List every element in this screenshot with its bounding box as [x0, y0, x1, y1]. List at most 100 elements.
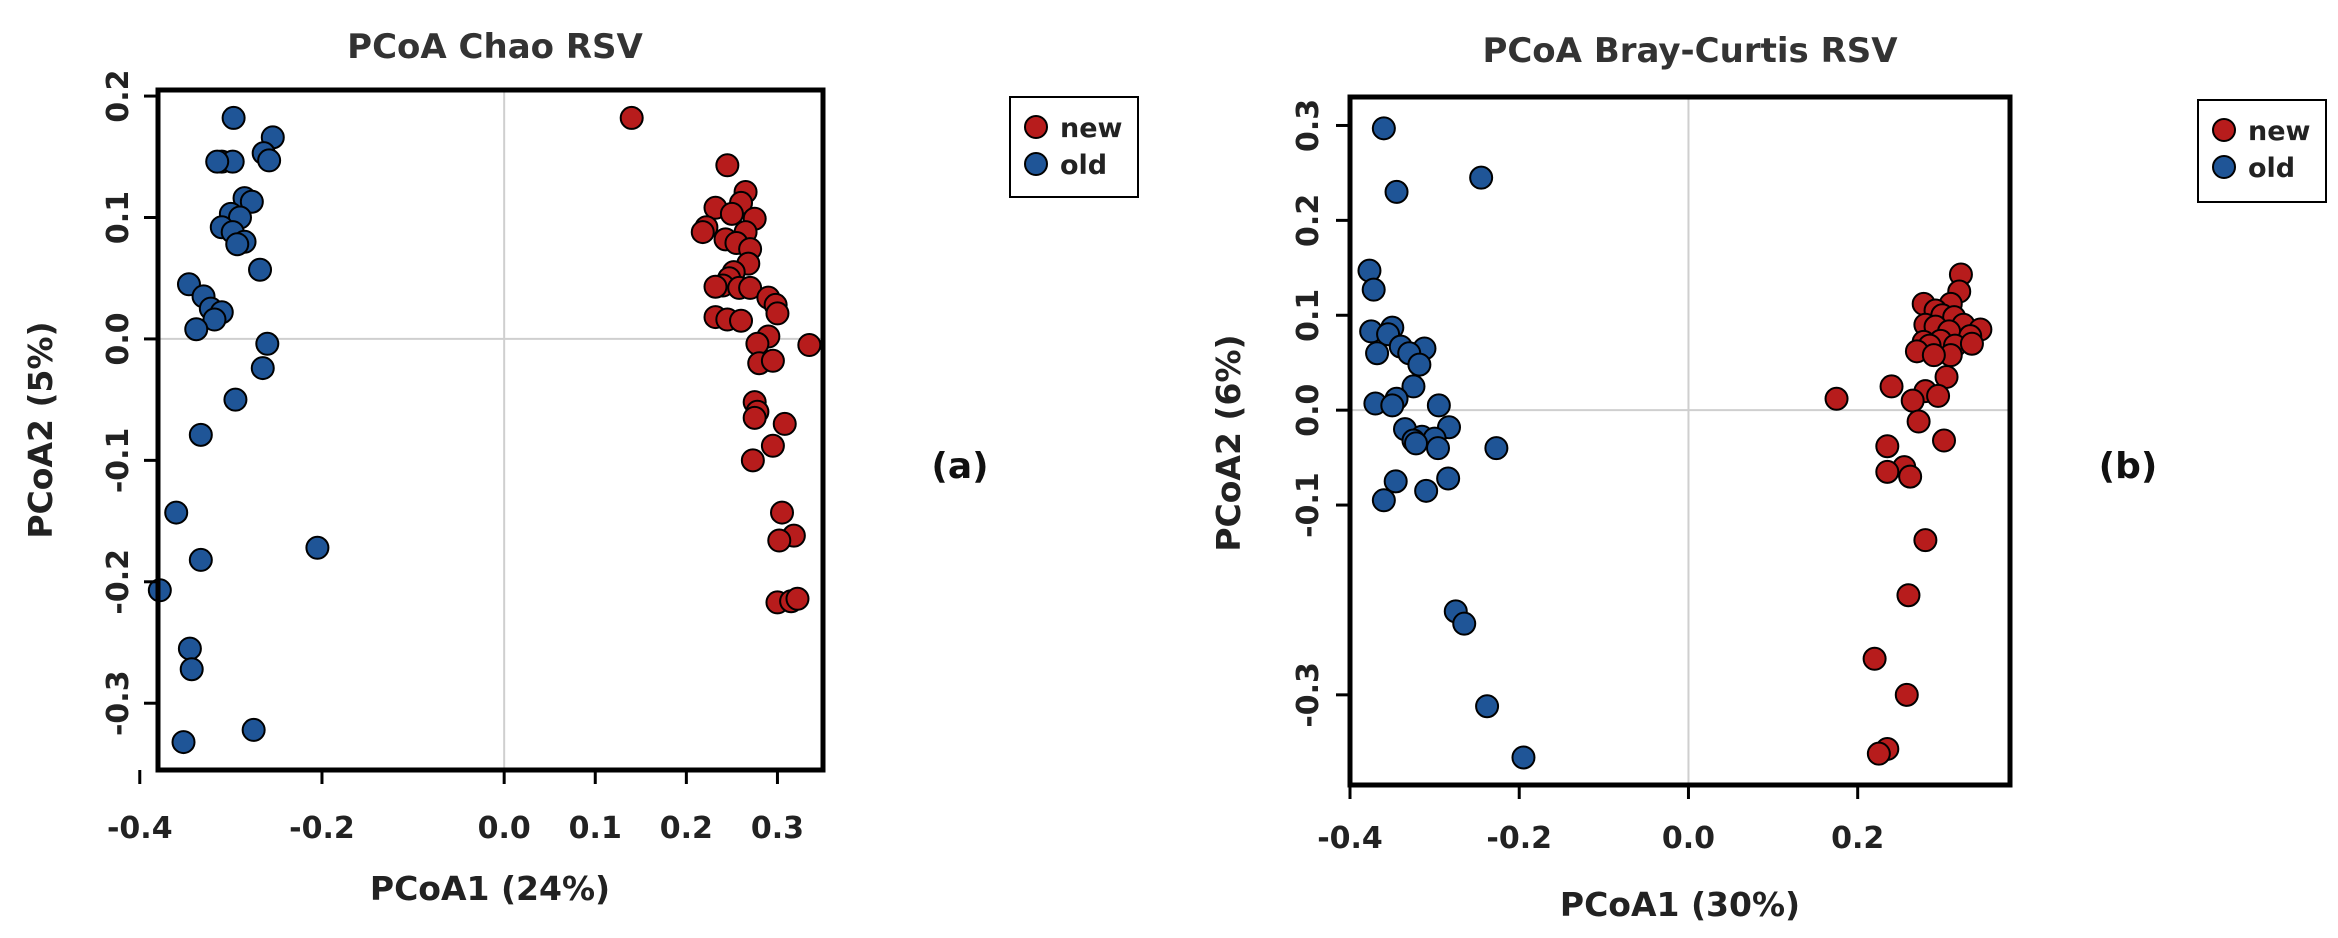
- legend-marker-new: [2212, 118, 2236, 142]
- data-point: [221, 105, 246, 130]
- data-point: [184, 317, 209, 342]
- data-point: [1866, 741, 1891, 766]
- data-point: [703, 274, 728, 299]
- data-point: [619, 105, 644, 130]
- y-tick-label: -0.3: [1291, 662, 1326, 728]
- legend: new old: [2197, 99, 2327, 203]
- panel-label: (b): [2099, 446, 2158, 487]
- data-point: [770, 500, 795, 525]
- data-point: [760, 348, 785, 373]
- data-point: [1436, 466, 1461, 491]
- data-point: [1900, 388, 1925, 413]
- data-point: [1511, 745, 1536, 770]
- data-point: [1365, 341, 1390, 366]
- data-point: [729, 308, 754, 333]
- chart-panel-2: -0.4 -0.2 0.0 0.2 0.3 0.2 0.1 0.0 -0.1 -0.3 PCoA B…: [1209, 31, 2327, 924]
- data-point: [177, 636, 202, 661]
- data-point: [223, 387, 248, 412]
- data-point: [1401, 374, 1426, 399]
- y-tick-label: 0.0: [1291, 384, 1326, 437]
- legend-box: [2197, 99, 2327, 203]
- data-point: [1921, 343, 1946, 368]
- chart-title: PCoA Chao RSV: [347, 27, 643, 67]
- data-point: [767, 528, 792, 553]
- x-tick-label: 0.3: [751, 811, 804, 846]
- legend-box: [1009, 96, 1139, 198]
- data-point: [1371, 488, 1396, 513]
- data-point: [1875, 459, 1900, 484]
- x-tick-label: 0.0: [478, 811, 531, 846]
- data-point: [248, 257, 273, 282]
- data-point: [225, 232, 250, 257]
- data-point: [1875, 434, 1900, 459]
- legend-label-old: old: [1060, 150, 1107, 181]
- x-tick-label: 0.1: [569, 811, 622, 846]
- data-point: [1361, 277, 1386, 302]
- y-tick-label: -0.1: [1291, 472, 1326, 538]
- x-tick-label: -0.2: [289, 811, 355, 846]
- data-point: [255, 331, 280, 356]
- data-point: [1469, 165, 1494, 190]
- y-tick-label: 0.0: [101, 312, 136, 365]
- data-point: [241, 717, 266, 742]
- data-point: [715, 153, 740, 178]
- data-point: [1879, 374, 1904, 399]
- data-point: [740, 448, 765, 473]
- legend-marker-old: [2212, 155, 2236, 179]
- y-tick-label: 0.2: [1291, 194, 1326, 247]
- chart-title: PCoA Bray-Curtis RSV: [1482, 31, 1898, 71]
- data-point: [1380, 393, 1405, 418]
- y-tick-label: 0.1: [1291, 289, 1326, 342]
- data-point: [1926, 383, 1951, 408]
- data-point: [1959, 331, 1984, 356]
- legend-label-new: new: [2248, 116, 2310, 147]
- legend-label-old: old: [2248, 153, 2295, 184]
- data-point: [1407, 352, 1432, 377]
- data-point: [1384, 179, 1409, 204]
- data-point: [1906, 409, 1931, 434]
- y-axis-label: PCoA2 (5%): [21, 321, 60, 538]
- data-point: [179, 657, 204, 682]
- data-point: [171, 730, 196, 755]
- data-point: [1371, 116, 1396, 141]
- y-tick-label: 0.3: [1291, 99, 1326, 152]
- data-point: [1426, 436, 1450, 461]
- data-point: [1426, 393, 1451, 418]
- legend: new old: [1009, 96, 1139, 198]
- x-tick-label: 0.0: [1662, 821, 1715, 856]
- data-point: [250, 356, 275, 381]
- data-point: [1898, 464, 1923, 489]
- data-point: [1452, 611, 1477, 636]
- data-point: [305, 535, 330, 560]
- series-old: [147, 105, 330, 755]
- legend-marker-old: [1024, 152, 1048, 176]
- data-point: [719, 201, 744, 226]
- data-point: [188, 422, 213, 447]
- y-tick-label: 0.2: [101, 69, 136, 122]
- data-point: [1414, 478, 1439, 503]
- plot-frame: [1347, 94, 2013, 788]
- x-tick-label: -0.4: [107, 811, 173, 846]
- data-point: [1913, 528, 1938, 553]
- data-point: [772, 411, 797, 436]
- panel-label: (a): [931, 446, 988, 487]
- legend-marker-new: [1024, 115, 1048, 139]
- data-point: [1824, 386, 1849, 411]
- data-point: [239, 189, 264, 214]
- data-point: [1932, 428, 1956, 453]
- x-tick-label: -0.4: [1317, 821, 1383, 856]
- chart-panel-1: -0.4 -0.2 0.0 0.1 0.2 0.3 0.2 0.1 0.0 -0.1 -0.2 -0.…: [21, 27, 1139, 908]
- series-old: [1357, 116, 1536, 770]
- data-point: [1894, 682, 1919, 707]
- data-point: [188, 547, 213, 572]
- series-new: [619, 105, 822, 615]
- data-point: [738, 275, 763, 300]
- legend-label-new: new: [1060, 113, 1122, 144]
- data-point: [1383, 469, 1408, 494]
- x-tick-label: 0.2: [1831, 821, 1884, 856]
- data-point: [1896, 583, 1921, 608]
- data-point: [1862, 646, 1887, 671]
- plot-frame: [155, 87, 826, 773]
- data-point: [765, 301, 790, 326]
- data-point: [205, 149, 230, 174]
